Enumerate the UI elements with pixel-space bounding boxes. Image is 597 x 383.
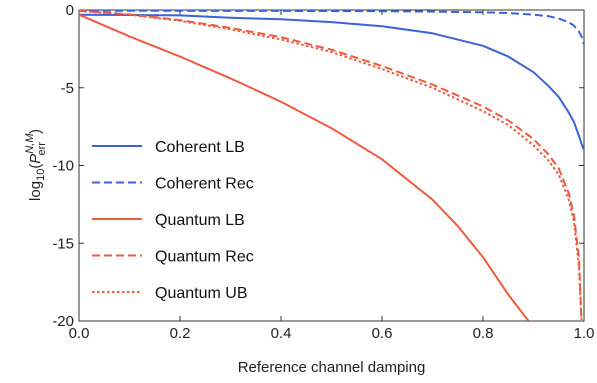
series-line-3 — [78, 13, 530, 322]
x-axis-label: Reference channel damping — [238, 359, 426, 376]
x-tick-label: 0.0 — [69, 325, 90, 342]
y-label-open: ( — [27, 164, 44, 169]
series-group — [78, 9, 585, 322]
y-label-sup: N,M — [24, 133, 36, 154]
legend-label: Quantum UB — [155, 285, 247, 302]
legend: Coherent LB Coherent Rec Quantum LB Quantum… — [92, 139, 254, 302]
x-tick-label: 0.6 — [372, 325, 393, 342]
x-ticks: 0.0 0.2 0.4 0.6 0.8 1.0 — [69, 10, 595, 342]
legend-label: Quantum LB — [155, 212, 245, 229]
y-tick-label: -20 — [52, 313, 74, 330]
y-tick-label: 0 — [66, 2, 74, 19]
y-ticks: 0 -5 -10 -15 -20 — [52, 2, 584, 330]
series-line-4 — [78, 9, 583, 322]
y-tick-label: -10 — [52, 158, 74, 175]
series-line-2 — [79, 9, 585, 45]
y-label-varsub: err — [36, 142, 48, 156]
y-label-prefix: log — [27, 181, 44, 201]
x-tick-label: 0.4 — [271, 325, 292, 342]
legend-label: Coherent LB — [155, 139, 245, 156]
legend-label: Quantum Rec — [155, 249, 254, 266]
y-label-close: ) — [27, 129, 44, 134]
y-tick-label: -5 — [61, 80, 74, 97]
y-axis-label: log10(PN,Merr) — [24, 129, 48, 201]
series-line-1 — [78, 13, 585, 151]
series-line-5 — [78, 9, 583, 322]
x-tick-label: 0.2 — [170, 325, 191, 342]
legend-label: Coherent Rec — [155, 176, 254, 193]
y-label-sub: 10 — [35, 169, 47, 181]
y-tick-label: -15 — [52, 235, 74, 252]
x-tick-label: 1.0 — [574, 325, 595, 342]
y-label-var: P — [27, 154, 44, 164]
x-tick-label: 0.8 — [473, 325, 494, 342]
